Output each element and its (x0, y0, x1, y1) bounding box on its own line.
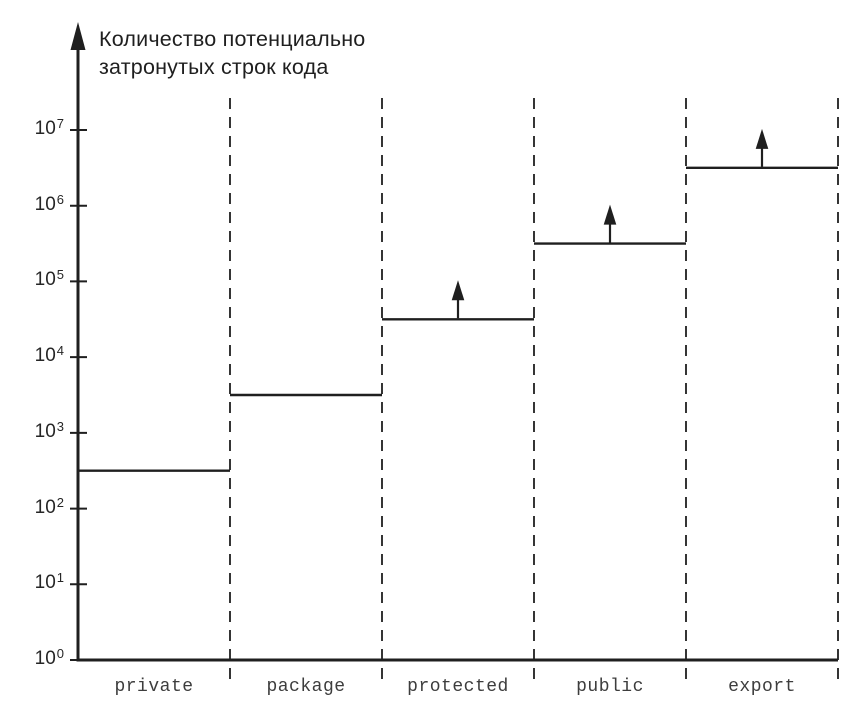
y-tick-label-10e1: 101 (34, 570, 64, 594)
x-tick-label-protected: protected (407, 677, 509, 697)
overflow-arrow-head-export (755, 128, 769, 149)
y-tick-label-10e7: 107 (34, 116, 64, 139)
overflow-arrow-head-public (603, 204, 617, 225)
y-tick-label-10e0: 100 (34, 646, 64, 669)
y-tick-label-10e5: 105 (34, 267, 64, 291)
x-tick-label-public: public (576, 677, 644, 697)
y-axis-title-line1: Количество потенциально (99, 27, 366, 51)
y-axis-title: Количество потенциально затронутых строк… (99, 25, 365, 81)
overflow-arrow-head-protected (451, 280, 465, 301)
x-tick-label-private: private (114, 677, 194, 697)
y-tick-label-10e2: 102 (34, 494, 64, 518)
y-tick-label-10e3: 103 (34, 418, 64, 442)
x-tick-label-export: export (728, 677, 796, 697)
y-tick-label-10e4: 104 (34, 343, 64, 367)
y-axis-title-line2: затронутых строк кода (99, 55, 329, 79)
x-tick-label-package: package (266, 677, 346, 697)
y-tick-label-10e6: 106 (34, 191, 64, 215)
y-axis-arrowhead (70, 22, 86, 50)
